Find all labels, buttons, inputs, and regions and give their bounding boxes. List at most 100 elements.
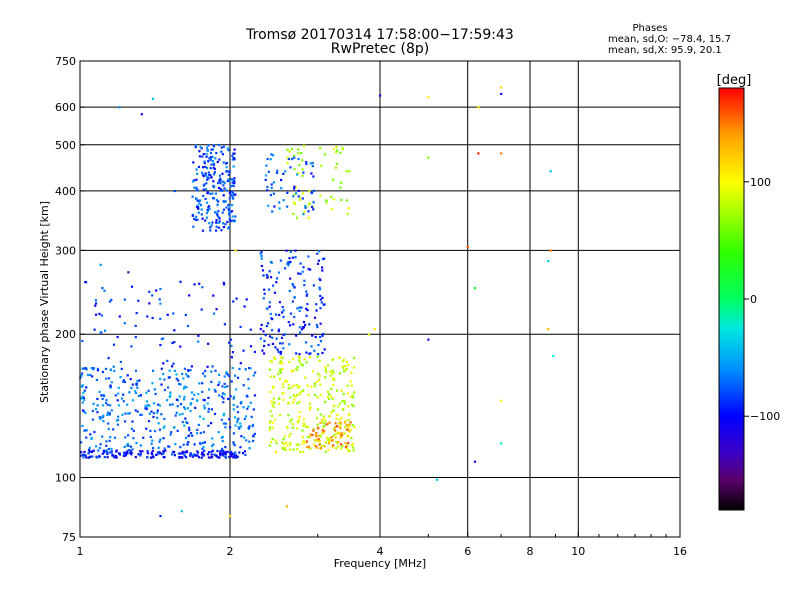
echo-point — [206, 453, 209, 456]
echo-point — [222, 222, 225, 225]
echo-point — [124, 412, 127, 415]
echo-point — [120, 367, 123, 370]
echo-point — [324, 368, 327, 371]
echo-point — [223, 382, 226, 385]
echo-point — [340, 416, 343, 419]
echo-point — [169, 394, 172, 397]
echo-point — [289, 250, 292, 253]
echo-point — [278, 201, 281, 204]
echo-point — [319, 335, 322, 339]
echo-point — [222, 401, 225, 404]
echo-point — [227, 226, 231, 229]
echo-point — [156, 411, 159, 414]
echo-point — [197, 423, 200, 426]
echo-point — [292, 358, 295, 361]
echo-point — [151, 453, 154, 456]
echo-point — [179, 280, 182, 283]
echo-point — [222, 454, 225, 457]
chart-subtitle: RwPretec (8p) — [330, 41, 430, 57]
echo-point — [347, 434, 350, 437]
echo-point — [242, 349, 245, 352]
echo-point — [325, 370, 328, 374]
echo-point — [195, 432, 199, 435]
echo-point — [314, 433, 318, 437]
echo-point — [282, 333, 285, 336]
echo-point — [298, 353, 301, 356]
echo-point — [192, 161, 195, 164]
echo-point — [183, 385, 186, 388]
colorbar — [718, 87, 745, 511]
x-axis-label: Frequency [MHz] — [334, 557, 426, 570]
echo-point — [233, 454, 236, 457]
echo-point — [301, 429, 304, 432]
echo-point — [327, 440, 330, 443]
echo-point — [295, 334, 298, 337]
echo-point — [301, 159, 304, 162]
echo-point — [91, 375, 94, 378]
echo-point — [215, 229, 218, 232]
echo-point — [237, 376, 240, 379]
echo-point — [102, 449, 105, 452]
echo-point — [206, 192, 209, 195]
echo-point — [221, 211, 224, 214]
colorbar-tick-label: −100 — [750, 410, 780, 423]
echo-point — [344, 364, 347, 368]
echo-point — [200, 213, 203, 216]
echo-point — [291, 426, 294, 429]
echo-point — [163, 417, 166, 420]
echo-point — [171, 365, 174, 368]
echo-point — [163, 456, 166, 459]
echo-point — [274, 313, 278, 316]
echo-point — [176, 429, 179, 432]
echo-point — [201, 286, 204, 289]
echo-point — [310, 385, 313, 388]
echo-point — [293, 296, 296, 299]
echo-point — [146, 456, 149, 459]
echo-point — [321, 296, 324, 299]
echo-point — [352, 405, 355, 408]
echo-point — [135, 382, 138, 386]
echo-point — [218, 453, 222, 456]
echo-point — [273, 356, 276, 359]
echo-point — [300, 306, 303, 309]
echo-point — [350, 436, 353, 439]
echo-point — [172, 312, 175, 315]
echo-point — [121, 413, 124, 416]
echo-point — [203, 399, 206, 402]
echo-point — [203, 183, 206, 186]
echo-point — [201, 217, 204, 220]
echo-point — [221, 153, 224, 156]
echo-point — [196, 199, 199, 202]
echo-point — [328, 415, 331, 418]
echo-point — [195, 206, 199, 209]
echo-point — [227, 149, 230, 152]
echo-point — [336, 432, 340, 435]
echo-point — [324, 376, 327, 379]
echo-point — [212, 145, 215, 148]
echo-point — [220, 150, 223, 153]
echo-point — [314, 393, 317, 397]
echo-point — [352, 396, 355, 399]
echo-point — [307, 255, 310, 258]
echo-point — [334, 436, 337, 439]
echo-point — [232, 300, 235, 303]
echo-point — [196, 172, 199, 175]
echo-point — [146, 452, 150, 455]
echo-point — [196, 454, 199, 457]
echo-point — [218, 158, 221, 161]
echo-point — [124, 420, 127, 423]
echo-point — [114, 454, 117, 458]
echo-point — [202, 153, 205, 156]
echo-point — [217, 431, 220, 434]
echo-point — [218, 186, 221, 189]
echo-point — [96, 456, 99, 459]
echo-point — [211, 437, 214, 440]
echo-point — [139, 413, 142, 417]
echo-point — [220, 229, 223, 232]
echo-point — [291, 370, 294, 373]
echo-point — [278, 397, 281, 400]
echo-point — [206, 208, 209, 211]
echo-point — [123, 451, 126, 454]
echo-point — [92, 449, 95, 452]
echo-point — [279, 413, 282, 417]
